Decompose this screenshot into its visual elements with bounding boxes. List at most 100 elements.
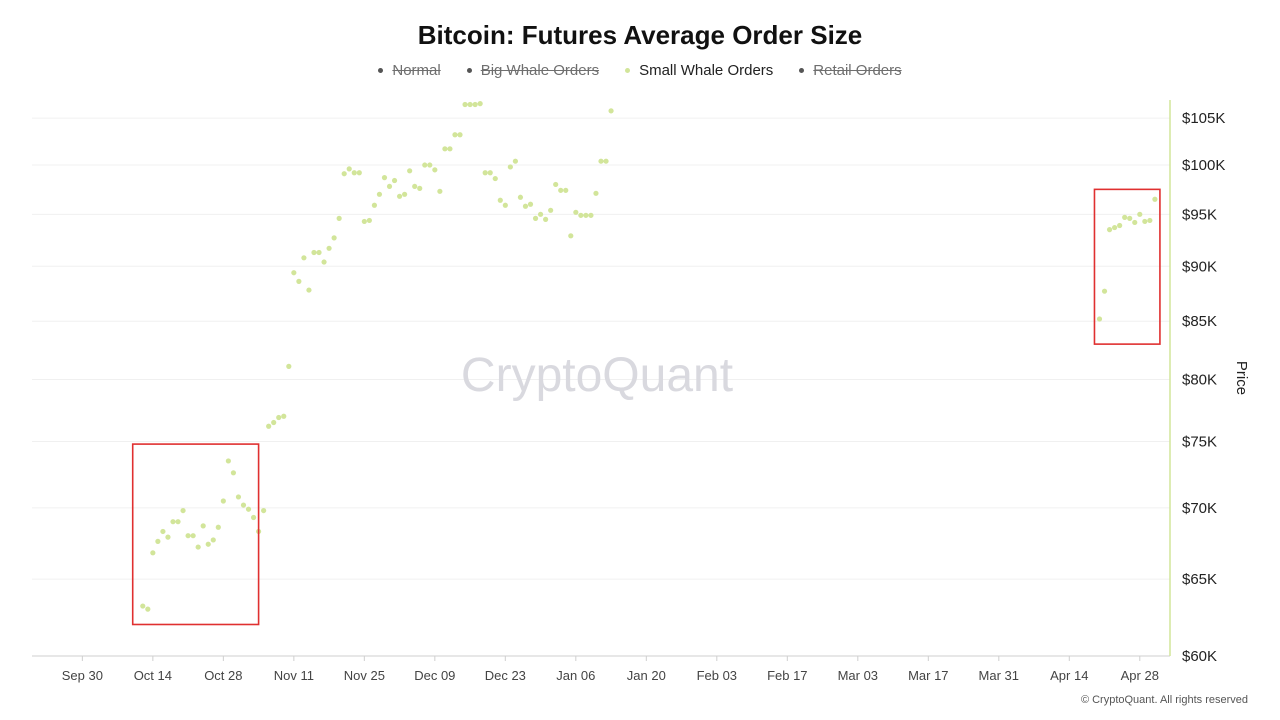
data-points: [140, 100, 1158, 612]
y-tick-label: $105K: [1182, 110, 1225, 127]
data-point: [452, 132, 458, 138]
legend-item[interactable]: Retail Orders: [799, 62, 902, 79]
data-point: [145, 606, 151, 612]
y-tick-label: $70K: [1182, 500, 1217, 517]
data-point: [341, 171, 347, 177]
data-point: [180, 507, 186, 514]
x-tick-label: Apr 28: [1121, 668, 1159, 683]
data-point: [391, 177, 398, 184]
legend-item[interactable]: Small Whale Orders: [625, 62, 773, 79]
y-tick-label: $75K: [1182, 434, 1217, 451]
x-tick-label: Jan 20: [627, 668, 666, 683]
data-point: [396, 193, 403, 199]
data-point: [608, 108, 614, 114]
data-point: [190, 533, 196, 539]
data-point: [210, 537, 216, 543]
legend-marker-icon: [378, 68, 384, 73]
legend-marker-icon: [625, 68, 631, 73]
data-point: [276, 414, 282, 421]
data-point: [588, 212, 594, 218]
data-point: [543, 216, 549, 223]
y-tick-label: $85K: [1182, 313, 1217, 330]
legend-marker-icon: [466, 68, 472, 73]
y-tick-label: $90K: [1182, 258, 1217, 275]
x-tick-label: Jan 06: [556, 668, 595, 683]
data-point: [220, 498, 226, 504]
x-tick-label: Dec 09: [414, 668, 455, 683]
data-point: [512, 158, 518, 164]
data-point: [402, 191, 408, 197]
legend-marker-icon: [799, 68, 805, 73]
data-point: [558, 187, 564, 193]
grid-lines: [32, 117, 1170, 580]
data-point: [407, 168, 413, 174]
data-point: [306, 287, 312, 293]
data-point: [266, 423, 272, 429]
legend-label: Small Whale Orders: [639, 62, 774, 79]
data-point: [286, 363, 292, 369]
legend-label: Normal: [392, 62, 441, 79]
data-point: [507, 164, 513, 170]
y-tick-label: $100K: [1182, 157, 1225, 174]
legend: Normal Big Whale Orders Small Whale Orders…: [0, 62, 1280, 79]
data-point: [225, 458, 231, 464]
legend-item[interactable]: Normal: [378, 62, 441, 79]
data-point: [185, 533, 191, 539]
data-point: [432, 167, 438, 173]
data-point: [240, 502, 247, 508]
data-point: [457, 132, 463, 138]
data-point: [250, 514, 257, 521]
data-point: [467, 101, 473, 108]
x-tick-label: Feb 17: [767, 668, 807, 683]
x-tick-label: Apr 14: [1050, 668, 1088, 683]
data-point: [351, 170, 357, 176]
data-point: [527, 201, 534, 207]
data-point: [316, 249, 322, 256]
x-tick-label: Dec 23: [485, 668, 526, 683]
data-point: [235, 494, 242, 500]
data-point: [427, 162, 433, 168]
data-point: [150, 550, 156, 556]
legend-item[interactable]: Big Whale Orders: [466, 62, 599, 79]
x-tick-label: Feb 03: [697, 668, 737, 683]
data-point: [155, 538, 161, 544]
data-point: [462, 101, 468, 108]
data-point: [548, 207, 554, 213]
x-tick-label: Oct 28: [204, 668, 242, 683]
data-point: [472, 101, 478, 108]
y-tick-label: $95K: [1182, 206, 1217, 223]
data-point: [1147, 217, 1153, 224]
data-point: [261, 507, 267, 514]
data-point: [346, 166, 352, 172]
y-tick-label: $60K: [1182, 648, 1217, 665]
data-point: [1096, 316, 1103, 322]
data-point: [200, 523, 206, 529]
data-point: [376, 191, 383, 197]
data-point: [140, 603, 146, 609]
highlight-boxes: [131, 188, 1161, 626]
axes: $60K $65K $70K $75K $80K $85K $90K $95K $100K $10…: [32, 100, 1250, 683]
data-point: [356, 170, 362, 176]
data-point: [482, 170, 488, 176]
data-point: [230, 470, 237, 476]
data-point: [568, 233, 574, 239]
data-point: [593, 190, 599, 196]
x-tick-label: Mar 03: [838, 668, 878, 683]
data-point: [1142, 218, 1148, 225]
data-point: [381, 175, 388, 181]
chart-title: Bitcoin: Futures Average Order Size: [417, 20, 863, 50]
data-point: [281, 413, 287, 419]
data-point: [1152, 196, 1158, 202]
x-tick-label: Oct 14: [134, 668, 172, 683]
data-point: [1117, 222, 1123, 229]
x-tick-label: Nov 11: [274, 668, 314, 683]
data-point: [598, 158, 604, 164]
data-point: [271, 419, 277, 426]
legend-label: Retail Orders: [813, 62, 902, 79]
data-point: [195, 544, 201, 550]
data-point: [215, 524, 221, 530]
data-point: [1106, 227, 1113, 233]
data-point: [336, 215, 342, 221]
x-tick-label: Mar 31: [979, 668, 1019, 683]
highlight-box: [131, 443, 260, 626]
